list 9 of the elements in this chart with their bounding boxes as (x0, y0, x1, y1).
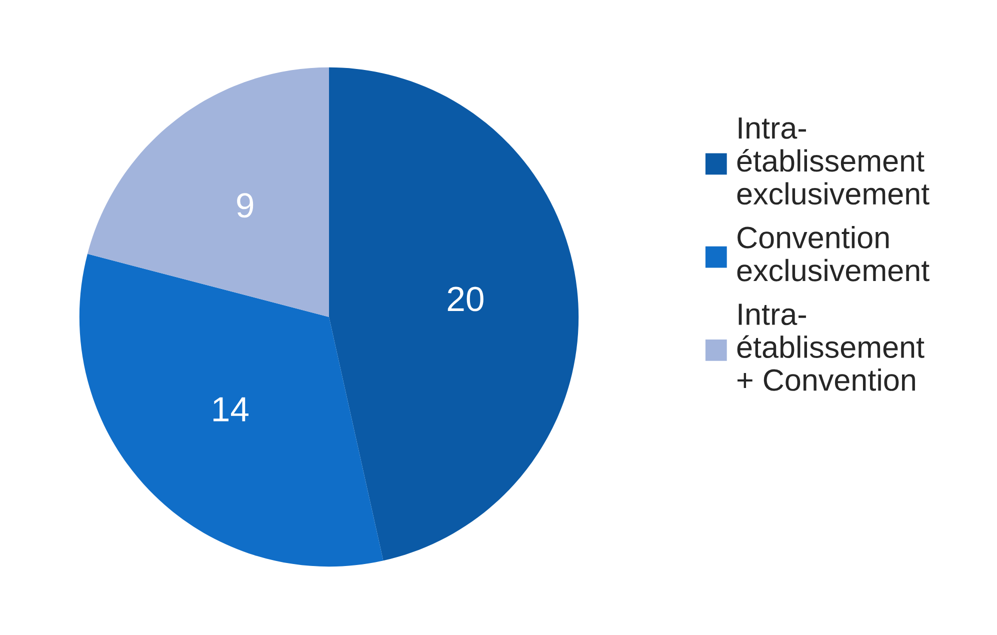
pie-slice (88, 67, 329, 317)
legend-label: Intra- établissement + Convention (737, 304, 924, 391)
data-label: 20 (448, 286, 484, 312)
pie-slice (329, 67, 579, 561)
legend-label: Convention exclusivement (737, 226, 930, 282)
legend-label: Intra- établissement exclusivement (737, 118, 930, 205)
data-label: 9 (237, 193, 254, 218)
pie-slice (79, 254, 384, 567)
data-label: 14 (214, 397, 248, 422)
